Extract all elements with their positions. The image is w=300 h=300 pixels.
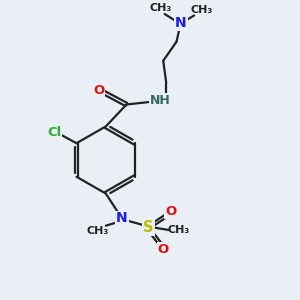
Text: O: O xyxy=(158,243,169,256)
Text: CH₃: CH₃ xyxy=(167,225,190,235)
Text: O: O xyxy=(165,206,176,218)
Text: Cl: Cl xyxy=(47,127,61,140)
Text: CH₃: CH₃ xyxy=(149,3,171,14)
Text: CH₃: CH₃ xyxy=(86,226,109,236)
Text: NH: NH xyxy=(150,94,171,106)
Text: O: O xyxy=(93,84,105,97)
Text: N: N xyxy=(116,212,128,225)
Text: N: N xyxy=(175,16,187,30)
Text: S: S xyxy=(143,220,154,235)
Text: CH₃: CH₃ xyxy=(190,5,213,15)
